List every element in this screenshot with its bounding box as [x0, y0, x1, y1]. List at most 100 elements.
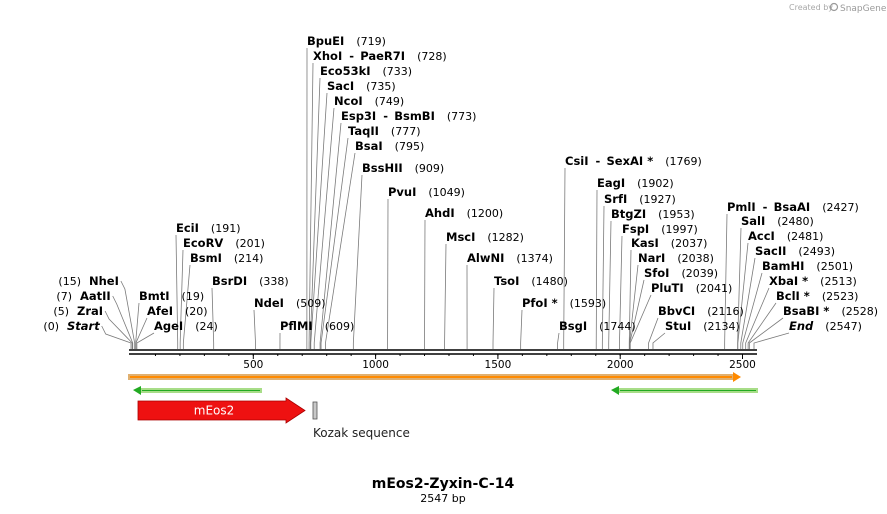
site-name: BsrDI: [212, 274, 247, 288]
site-alt-name: SexAI *: [607, 154, 654, 168]
site-btgzi[interactable]: BtgZI (1953): [611, 207, 695, 221]
site-start[interactable]: Start (0): [43, 319, 100, 333]
site-connector: [595, 189, 598, 349]
tick-label: 1000: [362, 359, 389, 371]
site-pluti[interactable]: PluTI (2041): [651, 281, 732, 295]
site-bcli[interactable]: BclI * (2523): [776, 289, 858, 303]
site-sacii[interactable]: SacII (2493): [755, 244, 835, 258]
site-eagi[interactable]: EagI (1902): [597, 176, 674, 190]
site-eco53ki[interactable]: Eco53kI (733): [320, 64, 412, 78]
orf-reverse-left-arrowhead: [133, 386, 141, 395]
site-connector: [104, 310, 133, 349]
site-name: StuI: [665, 319, 691, 333]
site-separator: -: [596, 154, 601, 168]
site-pvui[interactable]: PvuI (1049): [388, 185, 465, 199]
site-bpuei[interactable]: BpuEI (719): [307, 34, 386, 48]
site-xbai[interactable]: XbaI * (2513): [769, 274, 857, 288]
site-ecii[interactable]: EciI (191): [176, 221, 241, 235]
site-nhei[interactable]: NheI (15): [58, 274, 118, 288]
site-kasi[interactable]: KasI (2037): [631, 236, 707, 250]
site-bmti[interactable]: BmtI (19): [139, 289, 204, 303]
site-bbvci[interactable]: BbvCI (2116): [658, 304, 744, 318]
site-name: AccI: [748, 229, 775, 243]
site-name: BsaI: [355, 139, 383, 153]
site-connector: [308, 62, 314, 349]
site-position: (2134): [703, 320, 740, 333]
site-srfi[interactable]: SrfI (1927): [604, 192, 676, 206]
site-bsshii[interactable]: BssHII (909): [362, 161, 444, 175]
site-name: SacI: [327, 79, 354, 93]
site-position: (5): [53, 305, 69, 318]
site-name: KasI: [631, 236, 659, 250]
site-taqii[interactable]: TaqII (777): [348, 124, 421, 138]
site-fspi[interactable]: FspI (1997): [622, 222, 698, 236]
site-acci[interactable]: AccI (2481): [748, 229, 823, 243]
site-position: (2513): [820, 275, 857, 288]
orf-reverse-left[interactable]: [133, 386, 262, 395]
site-ndei[interactable]: NdeI (509): [254, 296, 326, 310]
site-pflmi[interactable]: PflMI (609): [280, 319, 354, 333]
site-connector: [724, 213, 728, 349]
feature-kozak[interactable]: Kozak sequence: [312, 401, 410, 440]
tick-label: 1500: [485, 359, 512, 371]
site-bsrdi[interactable]: BsrDI (338): [212, 274, 289, 288]
site-end[interactable]: End (2547): [789, 319, 862, 333]
site-position: (733): [383, 65, 413, 78]
site-connector: [136, 332, 155, 349]
site-saci[interactable]: SacI (735): [327, 79, 396, 93]
site-connector: [135, 317, 148, 349]
site-ecorv[interactable]: EcoRV (201): [183, 236, 265, 250]
site-position: (719): [356, 35, 386, 48]
site-bsmi[interactable]: BsmI (214): [190, 251, 263, 265]
site-position: (1953): [658, 208, 695, 221]
site-connector: [492, 287, 495, 349]
site-tsoi[interactable]: TsoI (1480): [494, 274, 568, 288]
site-bsgi[interactable]: BsgI (1744): [559, 319, 636, 333]
site-position: (609): [325, 320, 355, 333]
restriction-sites: BpuEI (719)XhoI - PaeR7I (728)Eco53kI (733)Sa…: [43, 34, 878, 333]
orf-forward[interactable]: [128, 372, 741, 382]
site-name: BamHI: [762, 259, 804, 273]
site-name: Start: [67, 319, 100, 333]
site-msci[interactable]: MscI (1282): [446, 230, 524, 244]
site-afei[interactable]: AfeI (20): [147, 304, 208, 318]
site-pmli[interactable]: PmlI - BsaAI (2427): [727, 200, 859, 214]
site-bsai[interactable]: BsaI (795): [355, 139, 424, 153]
site-zrai[interactable]: ZraI (5): [53, 304, 103, 318]
site-name: AlwNI: [467, 251, 504, 265]
site-name: BsgI: [559, 319, 587, 333]
site-pfoi[interactable]: PfoI * (1593): [522, 296, 606, 310]
site-name: BclI *: [776, 289, 810, 303]
site-position: (1927): [639, 193, 676, 206]
site-name: Eco53kI: [320, 64, 371, 78]
site-stui[interactable]: StuI (2134): [665, 319, 740, 333]
site-connector: [608, 220, 612, 349]
site-name: NheI: [89, 274, 119, 288]
site-ncoi[interactable]: NcoI (749): [334, 94, 404, 108]
site-bsabi[interactable]: BsaBI * (2528): [783, 304, 878, 318]
site-position: (2038): [677, 252, 714, 265]
site-aatii[interactable]: AatII (7): [56, 289, 110, 303]
site-position: (749): [375, 95, 405, 108]
site-xhoi[interactable]: XhoI - PaeR7I (728): [313, 49, 447, 63]
site-sfoi[interactable]: SfoI (2039): [644, 266, 718, 280]
site-agei[interactable]: AgeI (24): [154, 319, 218, 333]
site-ahdi[interactable]: AhdI (1200): [425, 206, 503, 220]
site-bamhi[interactable]: BamHI (2501): [762, 259, 853, 273]
site-connector: [742, 272, 763, 349]
site-nari[interactable]: NarI (2038): [638, 251, 714, 265]
site-connector: [310, 92, 328, 349]
site-name: ZraI: [77, 304, 103, 318]
tick-label: 500: [243, 359, 263, 371]
site-esp3i[interactable]: Esp3I - BsmBI (773): [341, 109, 476, 123]
site-alwni[interactable]: AlwNI (1374): [467, 251, 553, 265]
ruler-ticks: 500 1000 1500 2000 2500: [154, 354, 756, 371]
feature-meos2[interactable]: mEos2: [137, 397, 306, 424]
orf-reverse-right[interactable]: [611, 386, 758, 395]
site-connector: [601, 205, 605, 349]
kozak-box: [312, 401, 318, 420]
site-csii[interactable]: CsiI - SexAI * (1769): [565, 154, 702, 168]
brand-label: SnapGene: [840, 4, 887, 14]
site-sali[interactable]: SalI (2480): [741, 214, 814, 228]
site-connector: [352, 174, 363, 349]
